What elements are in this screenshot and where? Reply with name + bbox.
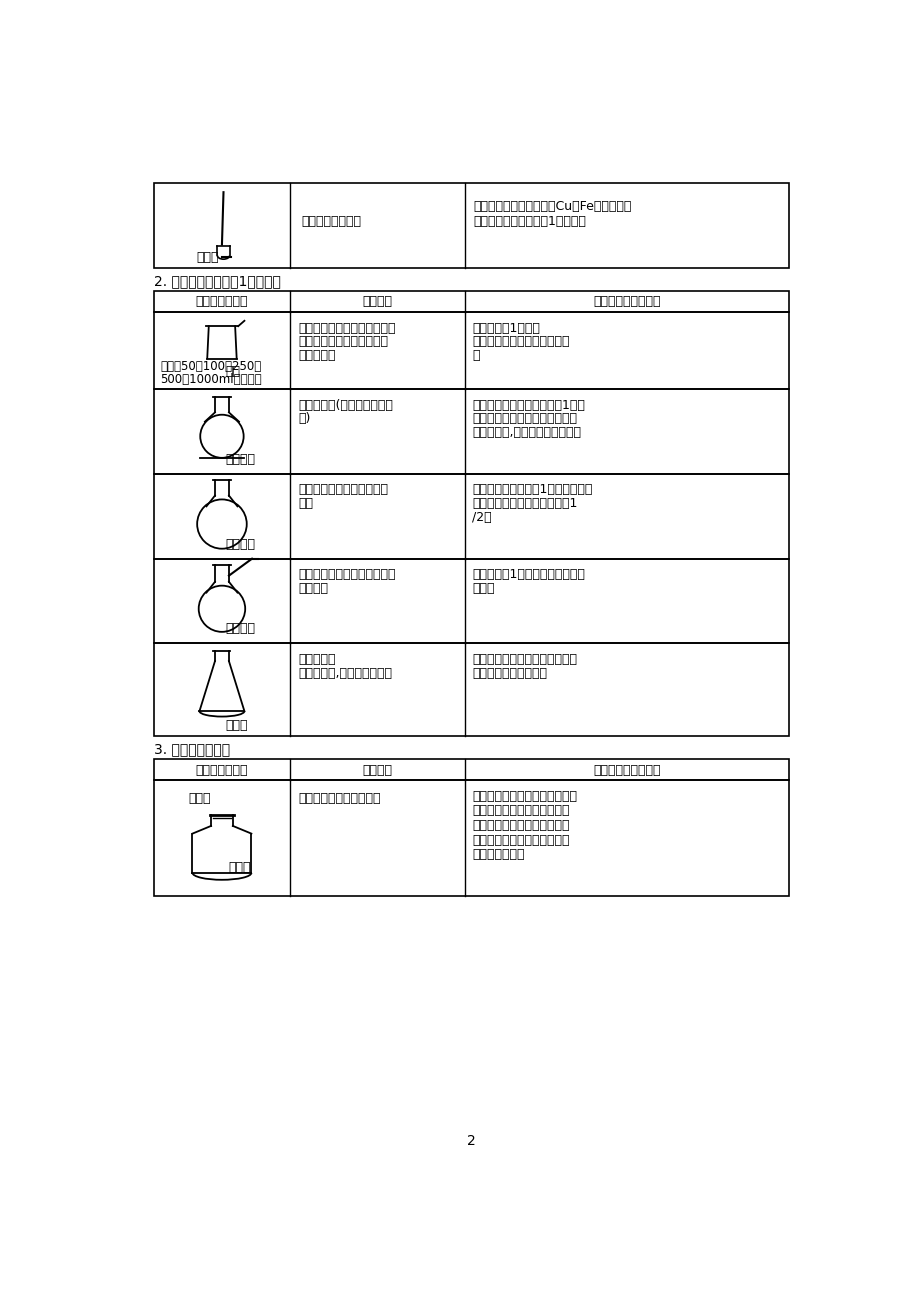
Text: 加热时要坣1石棉网。也可用其他: 加热时要坣1石棉网。也可用其他: [471, 568, 584, 581]
Bar: [153, 780, 789, 896]
Text: 热浴。: 热浴。: [471, 582, 494, 595]
Bar: [153, 644, 789, 736]
Text: 也可用作反应器和给试管水: 也可用作反应器和给试管水: [298, 335, 388, 348]
Text: （分为50、100、250、: （分为50、100、250、: [160, 360, 261, 373]
Bar: [153, 559, 789, 644]
Bar: [153, 389, 789, 474]
Text: 2. 能间接加热（需坣1石棉网）: 2. 能间接加热（需坣1石棉网）: [153, 274, 280, 287]
Text: 圆底烧瓶: 圆底烧瓶: [225, 537, 255, 550]
Text: 使用方法和注意事项: 使用方法和注意事项: [593, 295, 660, 308]
Bar: [153, 474, 789, 559]
Text: 浴加热等。: 浴加热等。: [298, 350, 335, 363]
Text: 仪器图形和名称: 仪器图形和名称: [196, 295, 248, 308]
Text: 集气瓶: 集气瓶: [228, 862, 250, 875]
Text: 燃烧少量固体物质: 燃烧少量固体物质: [301, 216, 361, 229]
Bar: [153, 183, 789, 268]
Text: 少量水或细砂。: 少量水或细砂。: [471, 848, 524, 861]
Text: 体发生器: 体发生器: [298, 582, 327, 595]
Text: 液体过少时,加热容易使之破裂。: 液体过少时,加热容易使之破裂。: [471, 426, 581, 439]
Text: 可直接用于加热，遇能与Cu、Fe反应的物质: 可直接用于加热，遇能与Cu、Fe反应的物质: [473, 200, 631, 213]
Text: 3. 不能加热的仪器: 3. 不能加热的仪器: [153, 742, 230, 757]
Bar: [153, 759, 789, 780]
Text: 一般放在石棉网上加热。在滴定: 一般放在石棉网上加热。在滴定: [471, 653, 576, 666]
Text: 不能直接加热，应坣1石棉网加热。: 不能直接加热，应坣1石棉网加热。: [471, 484, 592, 497]
Text: 根据液体体积选用不同规格烧: 根据液体体积选用不同规格烧: [471, 335, 569, 348]
Text: 平底烧瓶: 平底烧瓶: [225, 452, 255, 465]
Text: 不能直接加热，加热时要坣1石棉: 不能直接加热，加热时要坣1石棉: [471, 399, 584, 412]
Bar: [153, 291, 789, 312]
Text: 烧杯: 烧杯: [225, 365, 241, 378]
Text: 仪器图形与名称: 仪器图形与名称: [196, 763, 248, 776]
Text: 用作反应器,常用于滴定操作: 用作反应器,常用于滴定操作: [298, 667, 391, 680]
Text: 上口为平面磨砂，内峧不磨砂，: 上口为平面磨砂，内峧不磨砂，: [471, 789, 576, 802]
Text: 且有固体生成时，应在底部加: 且有固体生成时，应在底部加: [471, 833, 569, 846]
Text: 使用方法及注意事项: 使用方法及注意事项: [593, 763, 660, 776]
Text: 时要在尺内铺细沙或坣1石棉绒。: 时要在尺内铺细沙或坣1石棉绒。: [473, 216, 586, 229]
Text: 所装液体的量不应超过其容积1: 所装液体的量不应超过其容积1: [471, 497, 577, 510]
Text: 用作在加热条件下进行的反: 用作在加热条件下进行的反: [298, 484, 388, 497]
Text: 用作配制、浓缩、稀释溶液。: 用作配制、浓缩、稀释溶液。: [298, 321, 395, 334]
Text: 2: 2: [467, 1134, 475, 1148]
Text: 用于蕲馏与分馏，也可用作气: 用于蕲馏与分馏，也可用作气: [298, 568, 395, 581]
Text: 操作中液体不易溅出。: 操作中液体不易溅出。: [471, 667, 547, 680]
Text: 主要用途: 主要用途: [362, 295, 391, 308]
Text: 锥形瓶: 锥形瓶: [225, 719, 248, 732]
Text: 用作接受器: 用作接受器: [298, 653, 335, 666]
Text: 主要用途: 主要用途: [362, 763, 391, 776]
Text: 网。不适于长时间加热，当瓶内: 网。不适于长时间加热，当瓶内: [471, 412, 576, 425]
Text: 杯: 杯: [471, 350, 479, 363]
Text: 蒸馏烧瓶: 蒸馏烧瓶: [225, 623, 255, 636]
Text: 用于收集和贮存少量气体: 用于收集和贮存少量气体: [298, 792, 380, 805]
Text: 加热时应坣1石棉网: 加热时应坣1石棉网: [471, 321, 539, 334]
Text: 的): 的): [298, 412, 310, 425]
Text: 500、1000ml等规格）: 500、1000ml等规格）: [160, 373, 261, 386]
Text: 应器: 应器: [298, 497, 312, 510]
Text: 玻璃片: 玻璃片: [188, 792, 210, 805]
Bar: [153, 312, 789, 389]
Text: 燃烧尺: 燃烧尺: [196, 251, 219, 264]
Text: 气，如果在其中进行燃烧反应: 气，如果在其中进行燃烧反应: [471, 819, 569, 832]
Text: 玻璃片要涂凡士林油，以免漏: 玻璃片要涂凡士林油，以免漏: [471, 805, 569, 818]
Text: 用作反应器(特别是不需加热: 用作反应器(特别是不需加热: [298, 399, 392, 412]
Text: /2。: /2。: [471, 511, 492, 524]
